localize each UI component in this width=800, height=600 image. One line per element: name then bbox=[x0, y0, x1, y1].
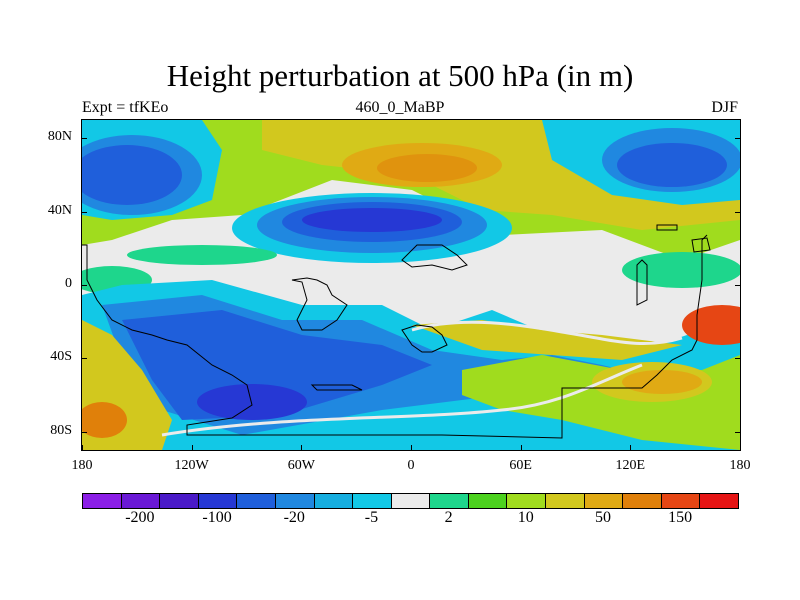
colorbar-label: 150 bbox=[668, 509, 693, 526]
longitude-tick bbox=[520, 445, 522, 450]
colorbar-label: -200 bbox=[125, 509, 155, 526]
longitude-tick bbox=[191, 445, 193, 450]
longitude-label: 60E bbox=[509, 458, 532, 473]
longitude-tick bbox=[301, 445, 303, 450]
colorbar-cell bbox=[545, 493, 585, 509]
height-perturbation-field bbox=[82, 120, 740, 450]
latitude-tick bbox=[82, 358, 87, 360]
latitude-label: 80N bbox=[47, 129, 72, 145]
latitude-label: 40S bbox=[50, 349, 72, 365]
colorbar-cell bbox=[352, 493, 392, 509]
colorbar-cell bbox=[583, 493, 624, 509]
colorbar-cell bbox=[622, 493, 662, 509]
colorbar-label: 10 bbox=[517, 509, 534, 526]
latitude-tick-right bbox=[735, 211, 740, 213]
latitude-tick bbox=[82, 138, 87, 140]
colorbar-cell bbox=[467, 493, 508, 509]
colorbar-label: 2 bbox=[444, 509, 453, 526]
period-label: 460_0_MaBP bbox=[355, 99, 445, 116]
colorbar-cell bbox=[236, 493, 276, 509]
colorbar bbox=[82, 493, 739, 509]
latitude-tick-right bbox=[735, 138, 740, 140]
latitude-tick bbox=[82, 431, 87, 433]
longitude-label: 120W bbox=[174, 458, 209, 473]
latitude-tick bbox=[82, 285, 87, 286]
map-title: Height perturbation at 500 hPa (in m) bbox=[166, 58, 634, 93]
longitude-tick bbox=[411, 445, 412, 450]
colorbar-cell bbox=[197, 493, 238, 509]
colorbar-cell bbox=[390, 493, 431, 509]
longitude-label: 120E bbox=[615, 458, 646, 473]
latitude-tick-right bbox=[735, 358, 740, 360]
longitude-tick bbox=[630, 445, 632, 450]
colorbar-cell bbox=[82, 493, 122, 509]
longitude-label: 0 bbox=[407, 458, 415, 473]
colorbar-cell bbox=[313, 493, 354, 509]
latitude-tick-right bbox=[735, 285, 740, 286]
longitude-label: 180 bbox=[71, 458, 93, 473]
map-plot-area bbox=[82, 120, 740, 450]
colorbar-label: 50 bbox=[594, 509, 611, 526]
colorbar-label: -100 bbox=[202, 509, 232, 526]
colorbar-cell bbox=[506, 493, 547, 509]
season-label: DJF bbox=[711, 99, 738, 116]
colorbar-cell bbox=[699, 493, 739, 509]
longitude-label: 180 bbox=[729, 458, 751, 473]
colorbar-cell bbox=[660, 493, 701, 509]
latitude-label: 40N bbox=[47, 202, 72, 218]
longitude-label: 60W bbox=[287, 458, 315, 473]
colorbar-cell bbox=[120, 493, 161, 509]
colorbar-cell bbox=[274, 493, 315, 509]
experiment-label: Expt = tfKEo bbox=[82, 99, 169, 116]
colorbar-label: -20 bbox=[283, 509, 305, 526]
longitude-tick bbox=[82, 445, 83, 450]
latitude-label: 0 bbox=[65, 276, 72, 291]
latitude-tick bbox=[82, 211, 87, 213]
latitude-tick-right bbox=[735, 431, 740, 433]
latitude-label: 80S bbox=[50, 422, 72, 438]
longitude-tick bbox=[740, 445, 741, 450]
colorbar-cell bbox=[429, 493, 469, 509]
colorbar-cell bbox=[159, 493, 199, 509]
colorbar-label: -5 bbox=[364, 509, 379, 526]
